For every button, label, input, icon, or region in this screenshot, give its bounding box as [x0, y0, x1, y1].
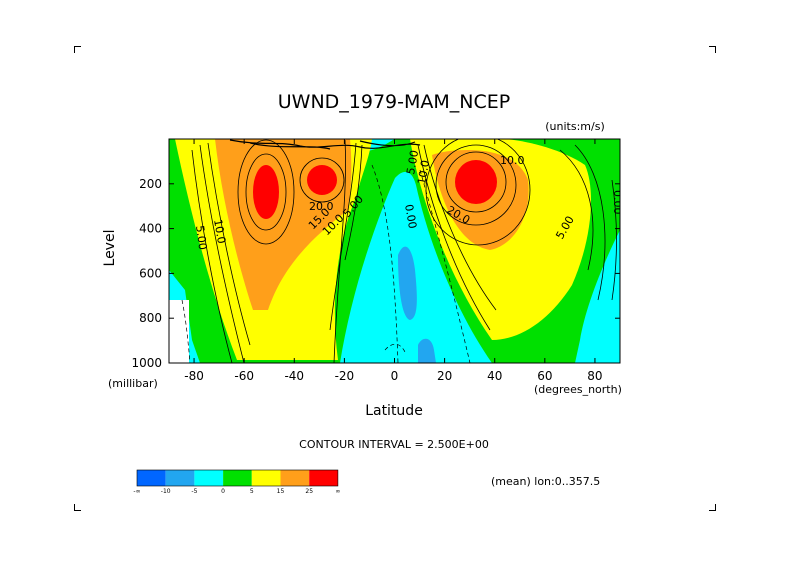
northern-high-latitude-easterly-region — [575, 230, 620, 363]
contour-label: 5.00 — [404, 149, 421, 175]
equatorial-strong-easterly-core — [398, 246, 417, 320]
colorbar-swatch — [223, 470, 252, 486]
x-tick-label: 60 — [537, 369, 552, 383]
y-tick-labels: 200 400 600 800 1000 — [131, 177, 162, 370]
contour-interval-note: CONTOUR INTERVAL = 2.500E+00 — [299, 438, 489, 451]
colorbar-label: 5 — [250, 488, 254, 495]
missing-data-patch — [169, 300, 189, 363]
x-tick-label: 20 — [437, 369, 452, 383]
contour-labels: 10.0 5.00 20.0 15.0 10.0 5.00 0.00 5.00 … — [193, 149, 624, 251]
chart-title: UWND_1979-MAM_NCEP — [278, 91, 510, 113]
negative-contour-lines — [181, 164, 471, 363]
x-tick-label: -80 — [184, 369, 204, 383]
axis-ticks — [169, 139, 620, 364]
crop-mark-bottom-right — [709, 504, 716, 511]
colorbar-label: 0 — [221, 488, 225, 495]
contour-label: 20.0 — [309, 200, 334, 213]
x-tick-label: -20 — [335, 369, 355, 383]
y-tick-label: 800 — [139, 311, 162, 325]
crop-mark-top-right — [709, 46, 716, 53]
colorbar: -∞ -10 -5 0 5 15 25 ∞ — [133, 469, 340, 495]
stratosphere-dense-contours — [229, 139, 421, 150]
plot-area: 10.0 5.00 20.0 15.0 10.0 5.00 0.00 5.00 … — [169, 139, 624, 363]
contour-label: 0.00 — [402, 203, 419, 229]
x-tick-label: 40 — [487, 369, 502, 383]
equatorial-easterly-region — [340, 171, 492, 363]
y-tick-label: 200 — [139, 177, 162, 191]
colorbar-swatch — [137, 470, 166, 486]
contour-lines — [191, 139, 617, 363]
colorbar-label: -10 — [161, 488, 171, 495]
contour-label: 10.0 — [211, 218, 228, 244]
contour-label: 0.00 — [611, 190, 624, 215]
y-axis-label: Level — [102, 230, 118, 267]
x-tick-label: -40 — [284, 369, 304, 383]
colorbar-swatch — [309, 470, 338, 486]
colorbar-frame — [136, 469, 339, 487]
y-tick-label: 600 — [139, 266, 162, 280]
northern-jet-core — [455, 160, 497, 204]
crop-mark-top-left — [74, 46, 81, 53]
y-tick-label: 1000 — [131, 356, 162, 370]
colorbar-swatch — [165, 470, 195, 486]
colorbar-label: ∞ — [335, 488, 340, 495]
subset-note: (mean) lon:0..357.5 — [491, 475, 600, 488]
southern-jet-core-a — [253, 165, 279, 219]
contour-label: 5.00 — [193, 225, 209, 251]
crop-mark-bottom-left — [74, 504, 81, 511]
colorbar-label: 25 — [305, 488, 313, 495]
x-tick-label: 0 — [391, 369, 399, 383]
units-label: (units:m/s) — [545, 120, 605, 133]
y-tick-label: 400 — [139, 222, 162, 236]
colorbar-label: 15 — [277, 488, 285, 495]
colorbar-label: -5 — [191, 488, 197, 495]
southern-jet-core-b — [307, 165, 337, 195]
x-tick-label: 80 — [587, 369, 602, 383]
x-axis-label: Latitude — [365, 403, 423, 419]
surface-easterly-core — [418, 338, 436, 363]
colorbar-swatch — [194, 470, 224, 486]
colorbar-swatch — [251, 470, 281, 486]
x-tick-label: -60 — [234, 369, 254, 383]
y-axis-unit: (millibar) — [108, 377, 158, 390]
contour-label: 10.0 — [415, 159, 432, 185]
x-axis-unit: (degrees_north) — [534, 383, 622, 396]
x-tick-labels: -80 -60 -40 -20 0 20 40 60 80 — [184, 369, 602, 383]
colorbar-swatch — [280, 470, 310, 486]
contour-label: 10.0 — [500, 154, 525, 167]
colorbar-label: -∞ — [133, 488, 140, 495]
